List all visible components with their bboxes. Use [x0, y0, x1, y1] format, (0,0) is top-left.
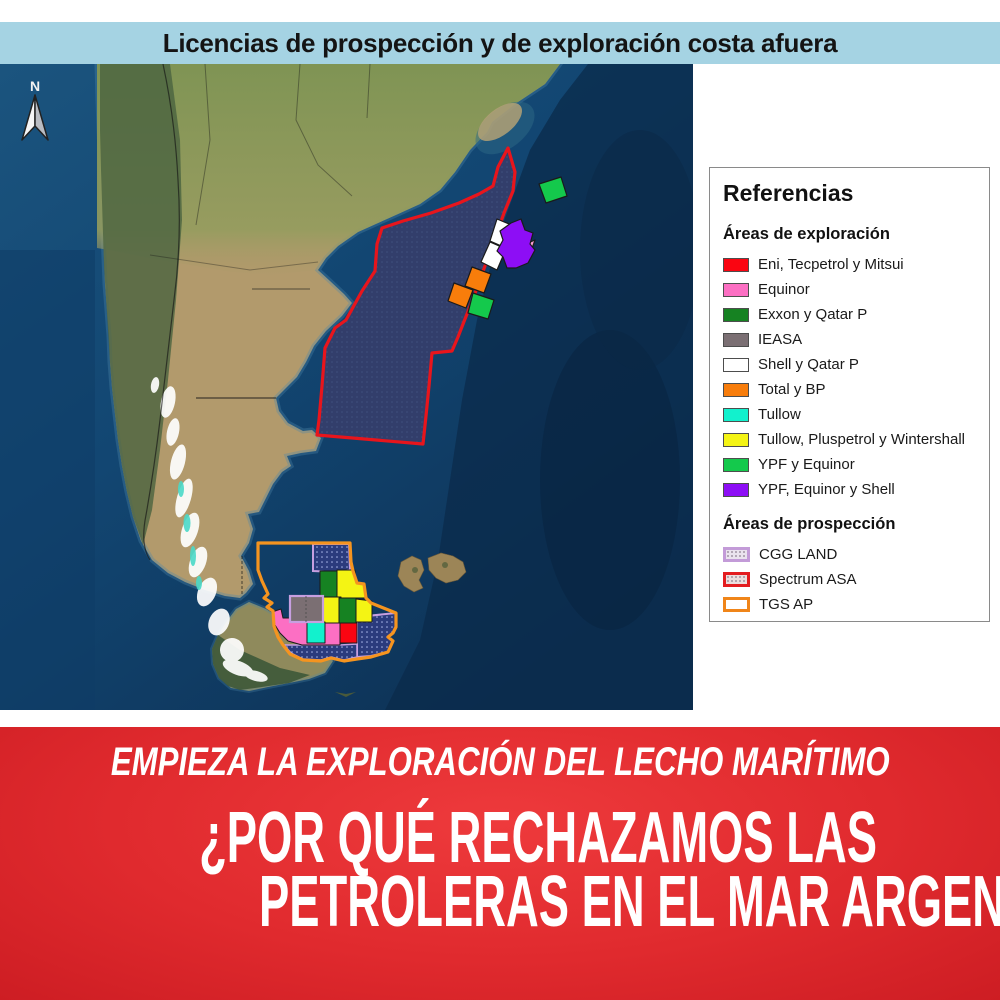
legend-title: Referencias [723, 180, 854, 206]
legend-label: Spectrum ASA [759, 571, 857, 588]
legend-row: YPF y Equinor [723, 452, 981, 477]
legend-label: Tullow [758, 406, 801, 423]
legend-label: Eni, Tecpetrol y Mitsui [758, 256, 904, 273]
block-ypf-equinor-ne [538, 176, 568, 204]
legend-label: Equinor [758, 281, 810, 298]
legend-row: Exxon y Qatar P [723, 302, 981, 327]
block-eni [339, 622, 358, 644]
landmass [94, 61, 565, 697]
legend-row: IEASA [723, 327, 981, 352]
tgs-ap-area [256, 541, 398, 663]
ocean-deep-patch [580, 130, 700, 370]
legend-swatch [723, 382, 749, 397]
banner-kicker: EMPIEZA LA EXPLORACIÓN DEL LECHO MARÍTIM… [0, 740, 1000, 784]
legend-swatch [723, 357, 749, 372]
legend-row: Eni, Tecpetrol y Mitsui [723, 252, 981, 277]
legend-label: YPF, Equinor y Shell [758, 481, 895, 498]
banner-kicker-text: EMPIEZA LA EXPLORACIÓN DEL LECHO MARÍTIM… [110, 740, 890, 784]
title-bar: Licencias de prospección y de exploració… [0, 22, 1000, 64]
legend-row: Total y BP [723, 377, 981, 402]
legend-row: CGG LAND [723, 542, 981, 567]
legend-row: TGS AP [723, 592, 981, 617]
pacific-ocean [0, 250, 95, 710]
legend-label: Exxon y Qatar P [758, 306, 868, 323]
banner-headline-line1: ¿POR QUÉ RECHAZAMOS LAS [199, 798, 877, 878]
legend-row: Tullow [723, 402, 981, 427]
bottom-banner: EMPIEZA LA EXPLORACIÓN DEL LECHO MARÍTIM… [0, 727, 1000, 1000]
legend-swatch [723, 547, 750, 562]
ocean-deep-patch [540, 330, 680, 630]
north-arrow: N [21, 78, 49, 141]
legend-label: IEASA [758, 331, 803, 348]
legend-label: TGS AP [759, 596, 814, 613]
estuary-shallows [478, 102, 522, 142]
block-exxon-1 [319, 570, 338, 599]
block-tullow-plus-2 [322, 596, 342, 624]
block-tullow [306, 621, 326, 644]
legend-section-prospeccion: Áreas de prospección [723, 515, 896, 533]
legend-swatch [723, 432, 749, 447]
legend-label: Tullow, Pluspetrol y Wintershall [758, 431, 966, 448]
legend-section-exploracion: Áreas de exploración [723, 225, 890, 243]
argentina-map: N [0, 61, 700, 710]
borders [143, 63, 371, 594]
legend-swatch [723, 597, 750, 612]
legend-swatch [723, 282, 749, 297]
block-ieasa [288, 594, 325, 624]
andes-band [100, 64, 182, 545]
legend-swatch [723, 407, 749, 422]
legend-row: Equinor [723, 277, 981, 302]
isla-estados [335, 692, 356, 697]
map-area: N [0, 61, 700, 710]
legend-swatch [723, 332, 749, 347]
legend-label: Total y BP [758, 381, 826, 398]
banner-headline-line2: PETROLERAS EN EL MAR ARGENTINO? [259, 862, 1000, 942]
legend-row: YPF, Equinor y Shell [723, 477, 981, 502]
legend-row: Spectrum ASA [723, 567, 981, 592]
block-ypf-equinor-s [467, 292, 495, 320]
legend-swatch [723, 457, 749, 472]
legend-swatch [723, 307, 749, 322]
legend-swatch [723, 572, 750, 587]
north-exploration-blocks [447, 176, 568, 320]
prospeccion-hatch-top [312, 543, 352, 574]
pampas-region [97, 64, 560, 275]
legend-row: Tullow, Pluspetrol y Wintershall [723, 427, 981, 452]
legend-label: YPF y Equinor [758, 456, 855, 473]
legend: Referencias Áreas de exploración Eni, Te… [709, 167, 990, 622]
legend-row: Shell y Qatar P [723, 352, 981, 377]
legend-swatch [723, 257, 749, 272]
page-title: Licencias de prospección y de exploració… [162, 27, 838, 58]
block-ypf-equinor-shell [496, 218, 536, 269]
block-exxon-2 [338, 597, 357, 624]
banner-headline: ¿POR QUÉ RECHAZAMOS LAS PETROLERAS EN EL… [0, 798, 1000, 942]
legend-label: CGG LAND [759, 546, 838, 563]
legend-swatch [723, 482, 749, 497]
north-label: N [30, 78, 40, 94]
tgs-ap-outline [256, 541, 398, 663]
block-total-bp-1 [464, 266, 492, 294]
malvinas-islands [397, 552, 467, 593]
legend-label: Shell y Qatar P [758, 356, 859, 373]
block-total-bp-2 [447, 282, 474, 309]
